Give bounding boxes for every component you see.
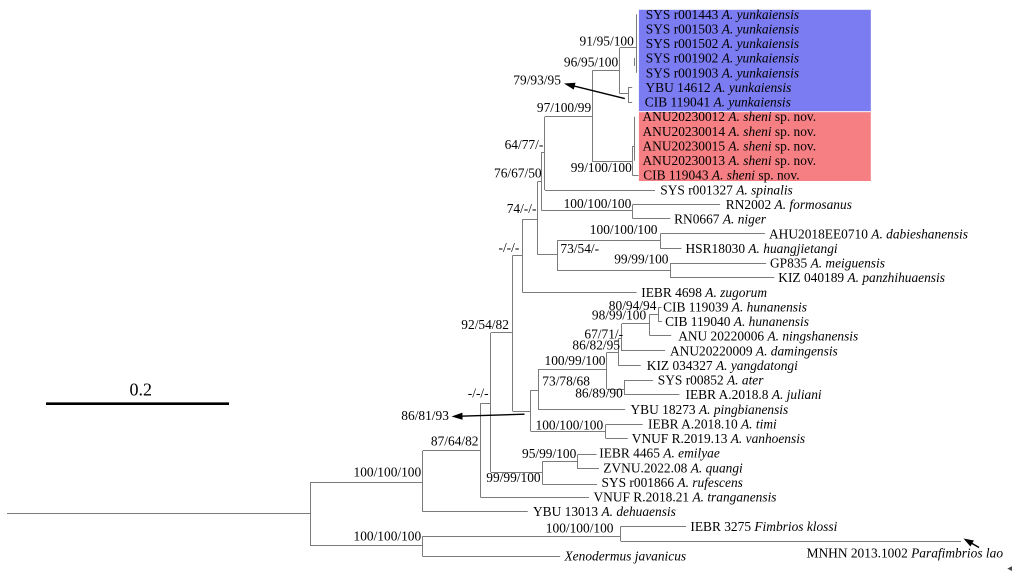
svg-text:SYS r001443 A. yunkaiensis: SYS r001443 A. yunkaiensis <box>646 7 799 22</box>
svg-text:ANU20230012 A. sheni sp. nov.: ANU20230012 A. sheni sp. nov. <box>643 109 817 124</box>
svg-text:SYS r001902 A. yunkaiensis: SYS r001902 A. yunkaiensis <box>646 51 799 66</box>
svg-text:SYS r001502 A. yunkaiensis: SYS r001502 A. yunkaiensis <box>646 36 799 51</box>
svg-text:SYS r001866 A. rufescens: SYS r001866 A. rufescens <box>602 475 743 490</box>
svg-text:86/89/90: 86/89/90 <box>575 386 623 401</box>
svg-text:73/54/-: 73/54/- <box>560 241 599 256</box>
svg-text:KIZ 040189 A. panzhihuaensis: KIZ 040189 A. panzhihuaensis <box>778 270 945 285</box>
svg-text:91/95/100: 91/95/100 <box>580 34 635 49</box>
svg-text:99/100/100: 99/100/100 <box>571 160 632 175</box>
svg-text:0.2: 0.2 <box>130 380 153 400</box>
svg-text:100/100/100: 100/100/100 <box>354 464 422 479</box>
svg-text:YBU 18273 A. pingbianensis: YBU 18273 A. pingbianensis <box>631 402 789 417</box>
svg-text:SYS r001327 A. spinalis: SYS r001327 A. spinalis <box>660 182 792 197</box>
svg-text:ANU20230013 A. sheni sp. nov.: ANU20230013 A. sheni sp. nov. <box>643 153 817 168</box>
svg-text:74/-/-: 74/-/- <box>507 201 537 216</box>
svg-text:99/99/100: 99/99/100 <box>614 251 669 266</box>
svg-text:MNHN 2013.1002 Parafimbrios la: MNHN 2013.1002 Parafimbrios lao <box>807 545 1004 560</box>
svg-text:ANU20230014 A. sheni sp. nov.: ANU20230014 A. sheni sp. nov. <box>643 124 817 139</box>
svg-text:GP835 A. meiguensis: GP835 A. meiguensis <box>770 256 885 271</box>
svg-text:100/99/100: 100/99/100 <box>545 353 606 368</box>
svg-text:ANU20220009 A. damingensis: ANU20220009 A. damingensis <box>670 343 838 358</box>
svg-text:VNUF R.2019.13 A. vanhoensis: VNUF R.2019.13 A. vanhoensis <box>632 431 805 446</box>
svg-text:87/64/82: 87/64/82 <box>431 433 479 448</box>
svg-text:YBU 14612 A. yunkaiensis: YBU 14612 A. yunkaiensis <box>646 80 792 95</box>
svg-text:CIB 119039 A. hunanensis: CIB 119039 A. hunanensis <box>663 299 807 314</box>
svg-text:-/-/-: -/-/- <box>468 385 489 400</box>
svg-text:100/100/100: 100/100/100 <box>354 529 422 544</box>
svg-text:CIB 119043 A. sheni sp. nov.: CIB 119043 A. sheni sp. nov. <box>643 168 799 183</box>
svg-text:ANU20230015 A. sheni sp. nov.: ANU20230015 A. sheni sp. nov. <box>643 139 817 154</box>
svg-text:SYS r001903 A. yunkaiensis: SYS r001903 A. yunkaiensis <box>646 65 799 80</box>
svg-text:SYS r00852 A. ater: SYS r00852 A. ater <box>658 373 764 388</box>
svg-text:RN0667 A. niger: RN0667 A. niger <box>674 212 767 227</box>
svg-text:-/-/-: -/-/- <box>499 240 520 255</box>
svg-text:80/94/94: 80/94/94 <box>609 298 657 313</box>
svg-text:79/93/95: 79/93/95 <box>513 73 561 88</box>
svg-text:CIB 119041 A. yunkaiensis: CIB 119041 A. yunkaiensis <box>645 95 791 110</box>
svg-text:IEBR A.2018.8 A. juliani: IEBR A.2018.8 A. juliani <box>686 387 822 402</box>
svg-text:98/99/100: 98/99/100 <box>592 307 647 322</box>
svg-text:67/71/-: 67/71/- <box>584 327 623 342</box>
svg-text:CIB 119040 A. hunanensis: CIB 119040 A. hunanensis <box>665 314 809 329</box>
svg-text:100/100/100: 100/100/100 <box>590 222 658 237</box>
svg-text:92/54/82: 92/54/82 <box>461 317 509 332</box>
svg-text:IEBR 4698 A. zugorum: IEBR 4698 A. zugorum <box>641 285 767 300</box>
svg-text:86/81/93: 86/81/93 <box>401 408 449 423</box>
svg-text:96/95/100: 96/95/100 <box>564 55 619 70</box>
svg-text:ANU 20220006 A. ningshanensis: ANU 20220006 A. ningshanensis <box>678 329 858 344</box>
svg-text:73/78/68: 73/78/68 <box>542 374 590 389</box>
svg-text:99/99/100: 99/99/100 <box>486 470 541 485</box>
svg-text:HSR18030 A. huangjietangi: HSR18030 A. huangjietangi <box>686 241 838 256</box>
svg-text:76/67/50: 76/67/50 <box>494 166 542 181</box>
svg-text:YBU 13013 A. dehuaensis: YBU 13013 A. dehuaensis <box>533 504 676 519</box>
svg-text:ZVNU.2022.08 A. quangi: ZVNU.2022.08 A. quangi <box>603 460 743 475</box>
svg-text:100/100/100: 100/100/100 <box>546 521 614 536</box>
svg-text:95/99/100: 95/99/100 <box>522 446 577 461</box>
svg-text:IEBR 4465 A. emilyae: IEBR 4465 A. emilyae <box>599 446 720 461</box>
svg-text:VNUF R.2018.21 A. tranganensis: VNUF R.2018.21 A. tranganensis <box>594 490 777 505</box>
svg-text:SYS r001503 A. yunkaiensis: SYS r001503 A. yunkaiensis <box>646 21 799 36</box>
svg-text:IEBR A.2018.10 A. timi: IEBR A.2018.10 A. timi <box>648 416 777 431</box>
svg-text:64/77/-: 64/77/- <box>505 137 544 152</box>
svg-text:AHU2018EE0710 A. dabieshanensi: AHU2018EE0710 A. dabieshanensis <box>769 226 968 241</box>
svg-text:100/100/100: 100/100/100 <box>536 418 604 433</box>
svg-text:KIZ 034327 A. yangdatongi: KIZ 034327 A. yangdatongi <box>647 358 798 373</box>
svg-text:RN2002 A. formosanus: RN2002 A. formosanus <box>726 197 852 212</box>
svg-text:97/100/99: 97/100/99 <box>537 100 592 115</box>
svg-text:IEBR 3275 Fimbrios klossi: IEBR 3275 Fimbrios klossi <box>690 519 837 534</box>
svg-text:86/82/95: 86/82/95 <box>572 338 620 353</box>
svg-text:Xenodermus javanicus: Xenodermus javanicus <box>564 549 687 564</box>
svg-text:100/100/100: 100/100/100 <box>564 196 632 211</box>
